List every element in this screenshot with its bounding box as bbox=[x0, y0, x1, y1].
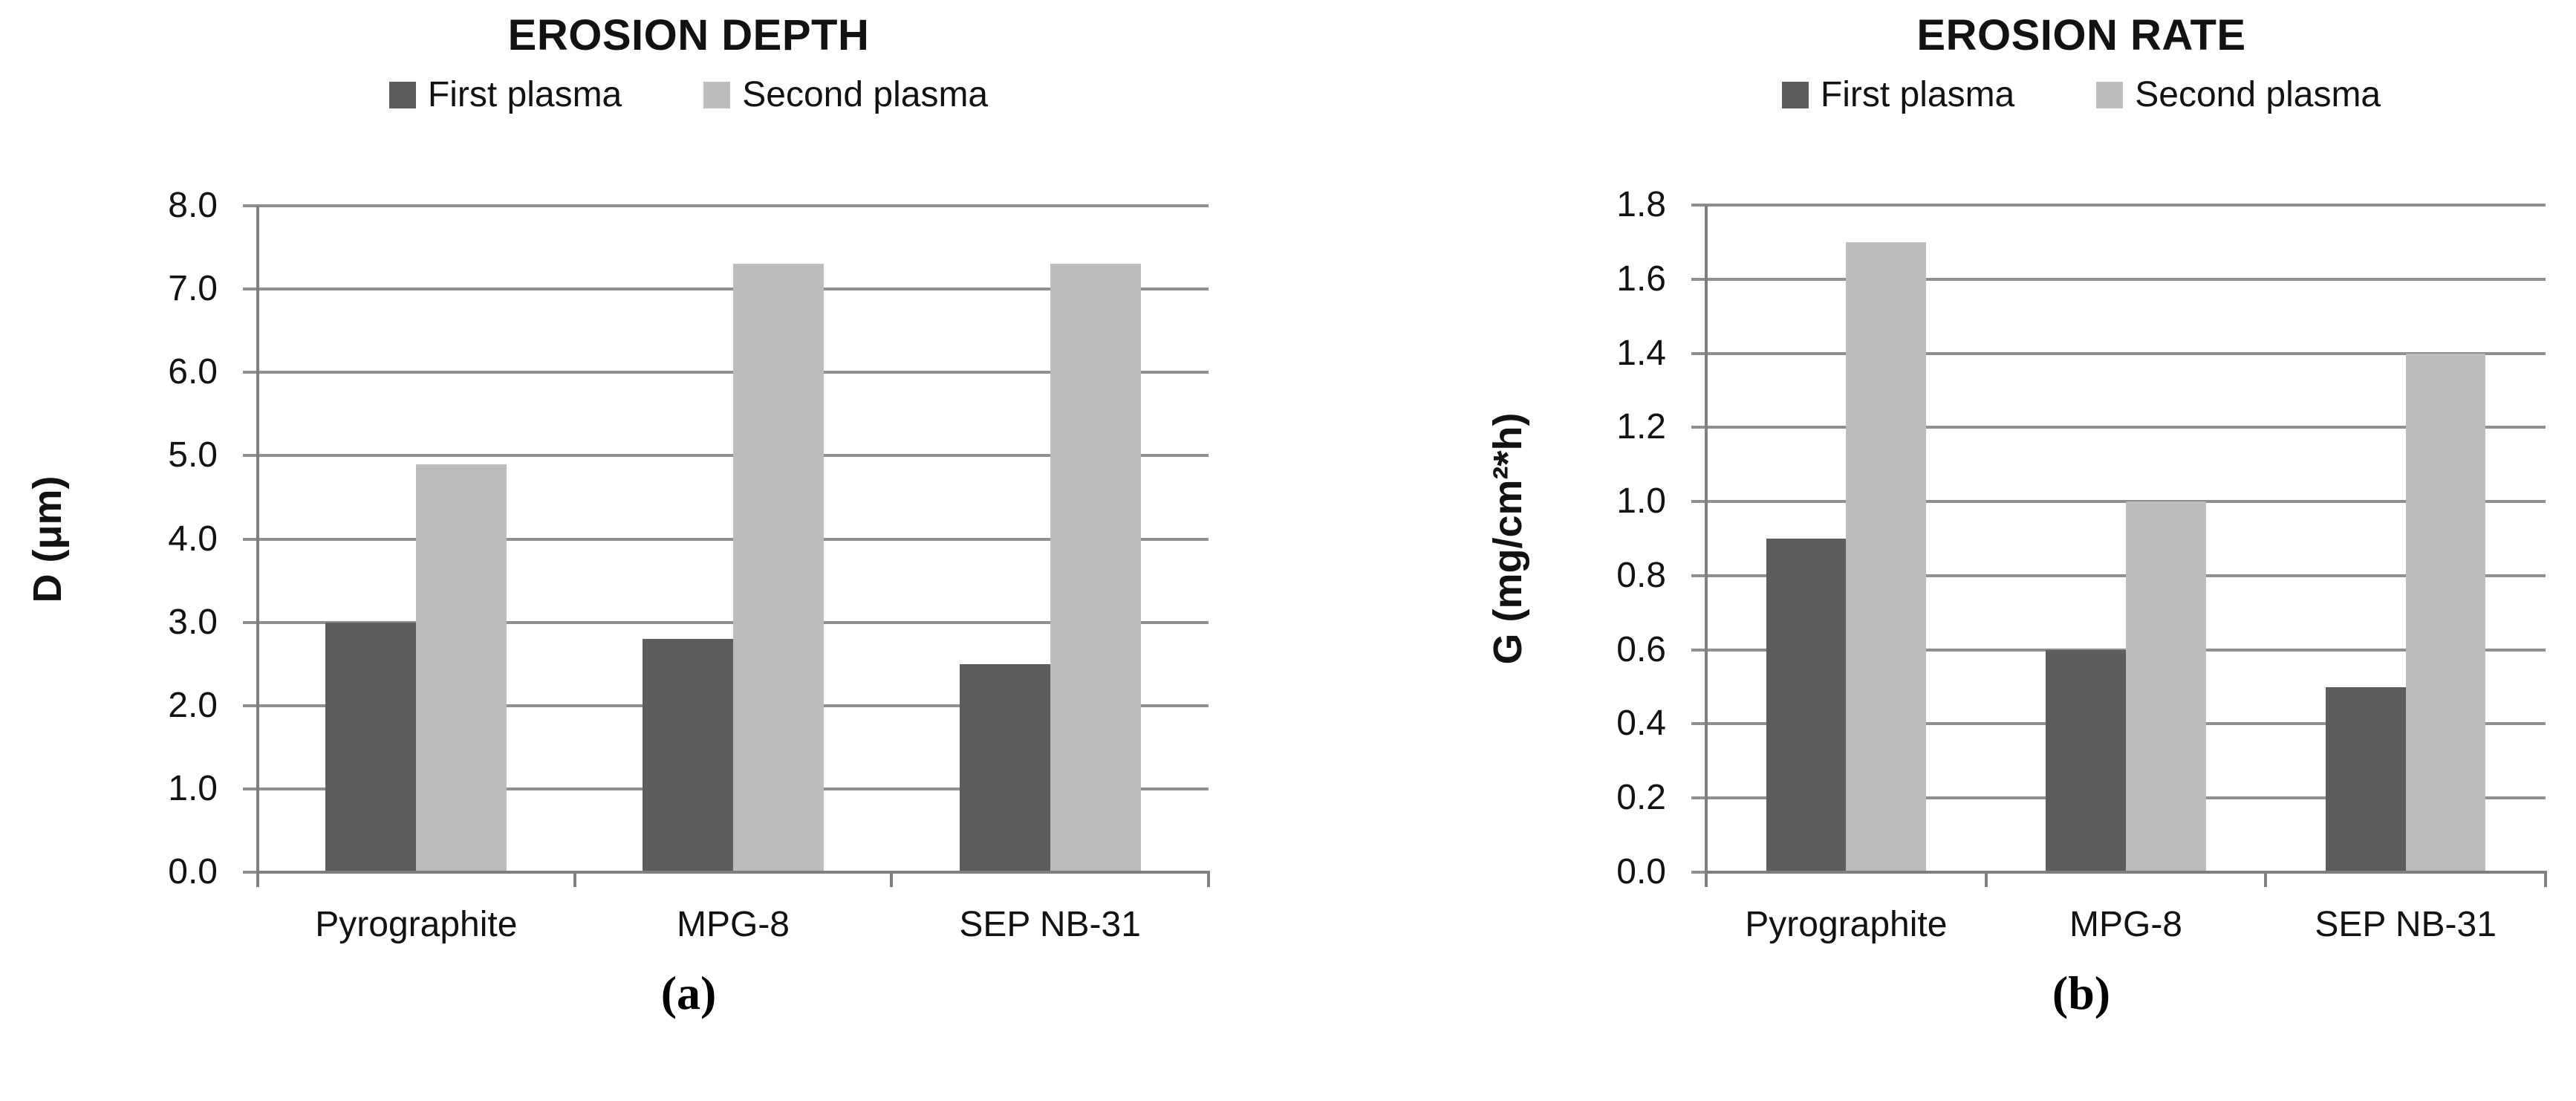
x-tick-label: Pyrographite bbox=[1745, 905, 1948, 944]
erosion-rate-panel: EROSION RATE First plasma Second plasma … bbox=[1288, 0, 2576, 1101]
y-tick-label: 1.0 bbox=[1616, 481, 1666, 522]
legend-swatch-second-plasma-icon bbox=[2096, 81, 2124, 108]
panel-caption-b: (b) bbox=[2052, 967, 2111, 1019]
gridline bbox=[1691, 351, 2546, 355]
legend-item-second-plasma: Second plasma bbox=[2096, 74, 2381, 115]
bar-second-plasma-pyrographite bbox=[416, 464, 507, 872]
y-axis-line bbox=[1705, 205, 1708, 887]
legend-swatch-second-plasma-icon bbox=[703, 81, 731, 108]
x-axis-tick bbox=[1207, 872, 1210, 887]
y-tick-label: 0.8 bbox=[1616, 555, 1666, 595]
bar-second-plasma-sep-nb-31 bbox=[1050, 264, 1141, 872]
y-tick-label: 2.0 bbox=[168, 685, 218, 725]
x-axis-line bbox=[1705, 871, 2547, 874]
legend-item-second-plasma: Second plasma bbox=[703, 74, 988, 115]
legend-label-first-plasma: First plasma bbox=[427, 75, 622, 114]
bar-first-plasma-sep-nb-31 bbox=[2326, 686, 2406, 872]
y-tick-label: 1.8 bbox=[1616, 185, 1666, 224]
panel-caption-a: (a) bbox=[660, 967, 717, 1019]
bar-second-plasma-pyrographite bbox=[1846, 241, 1926, 872]
x-axis-tick bbox=[2544, 872, 2547, 887]
y-tick-label: 1.0 bbox=[168, 768, 218, 808]
y-tick-label: 0.0 bbox=[1616, 852, 1666, 891]
x-axis-line bbox=[256, 871, 1210, 874]
y-tick-label: 0.4 bbox=[1616, 704, 1666, 744]
bar-first-plasma-pyrographite bbox=[325, 622, 417, 872]
chart-title: EROSION DEPTH bbox=[507, 11, 870, 59]
gridline bbox=[243, 204, 1209, 207]
gridline bbox=[243, 537, 1209, 541]
legend-label-first-plasma: First plasma bbox=[1820, 75, 2015, 114]
bar-first-plasma-sep-nb-31 bbox=[959, 663, 1050, 872]
bar-second-plasma-sep-nb-31 bbox=[2405, 353, 2486, 872]
y-tick-label: 0.2 bbox=[1616, 778, 1666, 818]
gridline bbox=[1691, 426, 2546, 429]
gridline bbox=[1691, 500, 2546, 504]
legend-label-second-plasma: Second plasma bbox=[2135, 75, 2381, 114]
legend: First plasma Second plasma bbox=[1617, 74, 2546, 115]
y-tick-label: 5.0 bbox=[168, 435, 218, 475]
x-tick-label: MPG-8 bbox=[676, 905, 790, 944]
y-tick-label: 7.0 bbox=[168, 269, 218, 309]
y-tick-label: 0.6 bbox=[1616, 629, 1666, 669]
y-axis-title: G (mg/cm²*h) bbox=[1486, 412, 1530, 665]
legend-label-second-plasma: Second plasma bbox=[742, 75, 989, 114]
gridline bbox=[243, 288, 1209, 291]
y-axis-line bbox=[256, 206, 259, 887]
x-tick-label: SEP NB-31 bbox=[959, 905, 1141, 944]
x-tick-label: MPG-8 bbox=[2069, 905, 2182, 944]
legend-item-first-plasma: First plasma bbox=[1781, 74, 2015, 115]
x-tick-label: SEP NB-31 bbox=[2315, 905, 2497, 944]
gridline bbox=[243, 371, 1209, 374]
bar-second-plasma-mpg-8 bbox=[733, 264, 824, 872]
y-tick-label: 1.4 bbox=[1616, 333, 1666, 373]
x-axis-tick bbox=[573, 872, 576, 887]
x-axis-tick bbox=[890, 872, 894, 887]
legend: First plasma Second plasma bbox=[169, 74, 1209, 115]
erosion-depth-panel: EROSION DEPTH First plasma Second plasma… bbox=[25, 11, 1210, 1019]
chart-title: EROSION RATE bbox=[1916, 11, 2246, 59]
y-tick-label: 1.2 bbox=[1616, 407, 1666, 447]
y-tick-label: 4.0 bbox=[168, 519, 218, 559]
y-tick-label: 8.0 bbox=[168, 186, 218, 225]
y-tick-label: 1.6 bbox=[1616, 259, 1666, 299]
legend-swatch-first-plasma-icon bbox=[388, 81, 416, 108]
bar-second-plasma-mpg-8 bbox=[2126, 501, 2206, 872]
y-tick-label: 3.0 bbox=[168, 602, 218, 642]
bar-first-plasma-mpg-8 bbox=[2046, 649, 2126, 872]
legend-item-first-plasma: First plasma bbox=[388, 74, 622, 115]
gridline bbox=[243, 620, 1209, 624]
gridline bbox=[1691, 204, 2546, 207]
bar-first-plasma-mpg-8 bbox=[643, 639, 733, 872]
x-tick-label: Pyrographite bbox=[315, 905, 518, 944]
bar-first-plasma-pyrographite bbox=[1766, 539, 1847, 872]
gridline bbox=[1691, 277, 2546, 281]
y-tick-label: 0.0 bbox=[168, 852, 218, 891]
y-axis-title: D (μm) bbox=[25, 475, 70, 603]
y-tick-label: 6.0 bbox=[168, 352, 218, 392]
gridline bbox=[1691, 574, 2546, 577]
x-axis-tick bbox=[1984, 872, 1988, 887]
legend-swatch-first-plasma-icon bbox=[1781, 81, 1809, 108]
x-axis-tick bbox=[2264, 872, 2268, 887]
gridline bbox=[243, 454, 1209, 458]
